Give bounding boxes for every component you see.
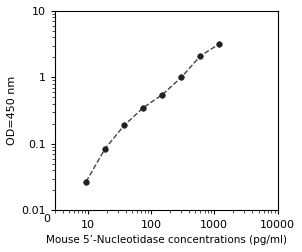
X-axis label: Mouse 5’-Nucleotidase concentrations (pg/ml): Mouse 5’-Nucleotidase concentrations (pg… <box>46 235 287 245</box>
Y-axis label: OD=450 nm: OD=450 nm <box>7 76 17 145</box>
Text: 0: 0 <box>43 214 50 225</box>
